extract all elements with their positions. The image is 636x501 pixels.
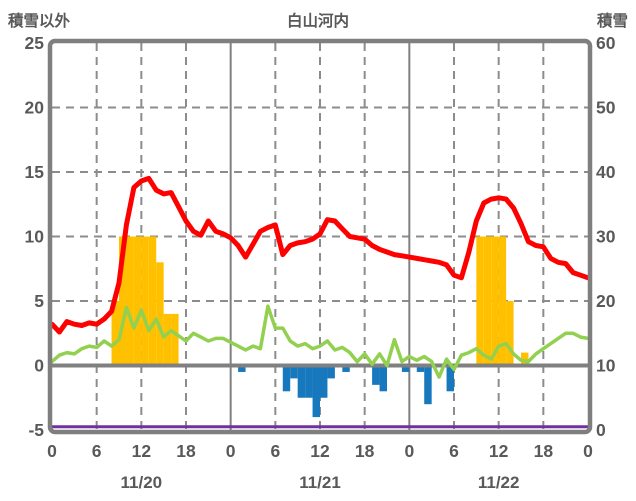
chart-title: 白山河内 (287, 11, 349, 30)
right-axis-tick: 40 (596, 162, 616, 182)
red-line (49, 175, 591, 335)
bar-series (111, 236, 529, 418)
x-axis-hour-tick: 12 (132, 441, 152, 461)
x-axis-date-label: 11/20 (121, 473, 163, 492)
hourly-bars-negative-bar (401, 365, 410, 372)
hourly-bars-negative-bar (416, 365, 425, 372)
green-line (50, 304, 590, 379)
left-axis-tick: 20 (25, 98, 45, 118)
x-axis-hour-tick: 18 (176, 441, 196, 461)
right-axis-title: 積雪 (596, 11, 628, 30)
hourly-bars-positive-bar (521, 352, 529, 366)
hourly-bars-negative-bar (446, 365, 454, 392)
right-axis-tick: 60 (596, 33, 616, 53)
hourly-bars-positive-bar (141, 236, 149, 366)
x-axis-hour-tick: 18 (355, 441, 375, 461)
hourly-bars-negative-bar (290, 365, 298, 379)
right-axis-tick: 30 (596, 227, 616, 247)
hourly-bars-negative-bar (379, 365, 387, 392)
hourly-bars-positive-bar (476, 236, 484, 366)
x-axis-hour-tick: 0 (226, 441, 236, 461)
right-axis-tick: 50 (596, 98, 616, 118)
hourly-bars-positive-bar (156, 262, 164, 366)
x-axis-hour-tick: 6 (270, 441, 280, 461)
hourly-bars-positive-bar (163, 313, 172, 366)
hourly-bars-positive-bar (119, 236, 127, 366)
left-axis-title: 積雪以外 (7, 11, 71, 30)
hourly-bars-positive-bar (111, 301, 119, 366)
hourly-bars-negative-bar (282, 365, 291, 392)
hourly-bars-positive-bar (483, 236, 492, 366)
x-axis-hour-tick: 18 (534, 441, 554, 461)
hourly-bars-negative-bar (238, 365, 246, 372)
hourly-bars-positive-bar (126, 236, 134, 366)
hourly-bars-positive-bar (171, 313, 179, 366)
hourly-bars-positive-bar (491, 236, 499, 366)
left-axis-tick: 15 (25, 162, 45, 182)
hourly-bars-positive-bar (506, 301, 514, 366)
right-axis-tick: 20 (596, 291, 616, 311)
x-axis-hour-tick: 12 (489, 441, 509, 461)
x-axis-hour-tick: 6 (92, 441, 102, 461)
hourly-bars-negative-bar (342, 365, 350, 372)
hourly-bars-negative-bar (305, 365, 313, 398)
left-axis-tick: 0 (34, 356, 44, 376)
left-axis-tick: 10 (25, 227, 45, 247)
x-axis-hour-tick: 6 (449, 441, 459, 461)
line-series (49, 175, 591, 429)
hourly-bars-negative-bar (424, 365, 432, 405)
hourly-bars-negative-bar (297, 365, 306, 398)
hourly-bars-negative-bar (372, 365, 380, 385)
hourly-bars-negative-bar (327, 365, 335, 379)
left-axis-tick: 25 (25, 33, 45, 53)
hourly-bars-positive-bar (148, 236, 157, 366)
left-axis-tick: 5 (34, 291, 44, 311)
x-axis-date-label: 11/22 (478, 473, 520, 492)
x-axis-date-label: 11/21 (299, 473, 341, 492)
hourly-bars-negative-bar (312, 365, 320, 418)
hourly-bars-positive-bar (133, 236, 142, 366)
left-axis-tick: -5 (28, 420, 44, 440)
right-axis-tick: 10 (596, 356, 616, 376)
x-axis-hour-tick: 0 (583, 441, 593, 461)
hourly-bars-positive-bar (498, 236, 507, 366)
plot-frame (47, 38, 593, 435)
x-axis-hour-tick: 12 (310, 441, 330, 461)
right-axis-tick: 0 (596, 420, 606, 440)
hourly-bars-negative-bar (320, 365, 328, 398)
x-axis-hour-tick: 0 (47, 441, 57, 461)
x-axis-hour-tick: 0 (404, 441, 414, 461)
